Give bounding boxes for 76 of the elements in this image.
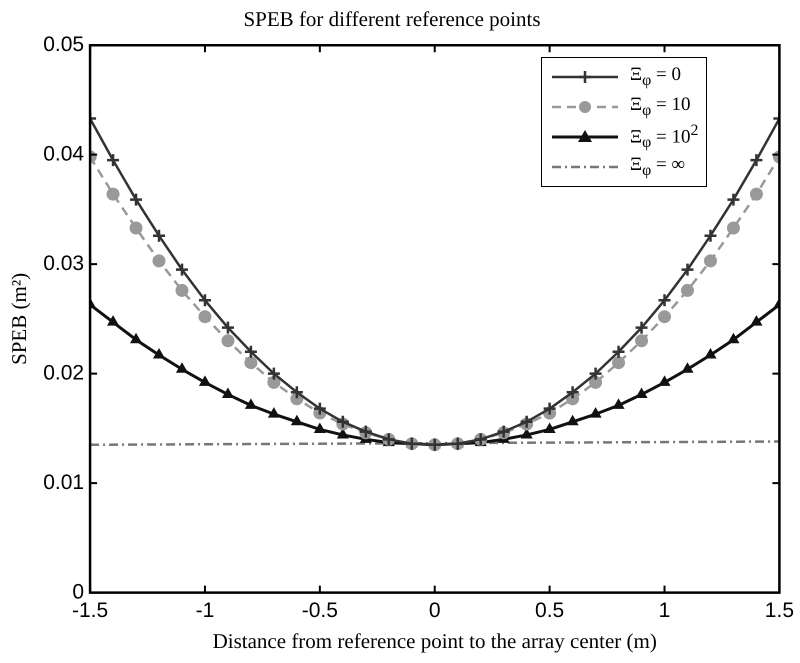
point [636, 388, 648, 398]
point [291, 415, 303, 426]
x-tick-label: 1 [658, 598, 670, 622]
point [199, 376, 211, 386]
point [728, 333, 740, 344]
point [222, 388, 234, 398]
point [130, 222, 143, 235]
point [611, 344, 626, 359]
point [726, 222, 740, 235]
point [519, 414, 534, 430]
point [566, 415, 578, 426]
point [704, 348, 716, 359]
point [314, 422, 326, 433]
point [750, 316, 762, 326]
y-tick-label: 0.04 [43, 142, 84, 166]
point [128, 192, 144, 207]
point [634, 320, 649, 335]
point [612, 356, 626, 370]
point [612, 398, 624, 409]
legend-label: Ξ$_{φ}$ = ∞ [630, 154, 686, 180]
point [680, 284, 694, 297]
point [198, 310, 212, 324]
point [244, 356, 258, 370]
point [244, 344, 258, 359]
legend-label: Ξ$_{φ}$ = 0 [630, 64, 681, 90]
x-tick-label: 0 [428, 598, 441, 622]
point [588, 366, 603, 381]
point [336, 414, 350, 430]
point [106, 188, 120, 201]
point [635, 334, 648, 348]
point [198, 293, 212, 308]
point [130, 333, 142, 344]
chart-title: SPEB for different reference points [243, 7, 541, 32]
point [658, 310, 672, 324]
point [750, 188, 763, 201]
point [152, 254, 166, 268]
point [726, 192, 741, 207]
point [657, 293, 672, 308]
point [290, 385, 304, 400]
point [658, 376, 670, 386]
point [565, 385, 580, 400]
point [703, 228, 718, 243]
point [221, 334, 234, 348]
point [176, 362, 188, 373]
point [312, 401, 328, 416]
point [267, 376, 280, 389]
point [152, 228, 166, 243]
x-tick-label: 0.5 [535, 598, 564, 622]
y-axis-title: SPEB (m²) [7, 272, 32, 365]
point [220, 320, 236, 335]
x-tick-label: -0.5 [302, 598, 338, 622]
x-tick-label: -1 [196, 598, 214, 622]
point [266, 366, 282, 381]
point [245, 398, 257, 409]
point [542, 401, 557, 416]
point [590, 408, 602, 418]
point [153, 348, 165, 359]
point [589, 376, 602, 389]
point [268, 408, 280, 418]
point [704, 254, 717, 268]
point [544, 422, 556, 433]
y-tick-label: 0.02 [43, 361, 84, 384]
y-tick-label: 0.01 [43, 470, 84, 494]
point [107, 316, 119, 326]
point [174, 262, 190, 277]
point [682, 362, 694, 373]
y-tick-label: 0.03 [43, 252, 84, 275]
x-axis-title: Distance from reference point to the array center (m) [212, 628, 657, 653]
legend-label: Ξ$_{φ}$ = 10$^{2}$ [630, 122, 698, 152]
point [680, 262, 695, 277]
point [106, 152, 120, 168]
point [175, 284, 188, 297]
point [749, 152, 764, 168]
x-tick-label: 1.5 [764, 598, 794, 622]
legend-label: Ξ$_{φ}$ = 10 [630, 94, 690, 120]
y-tick-label: 0.05 [43, 32, 84, 56]
